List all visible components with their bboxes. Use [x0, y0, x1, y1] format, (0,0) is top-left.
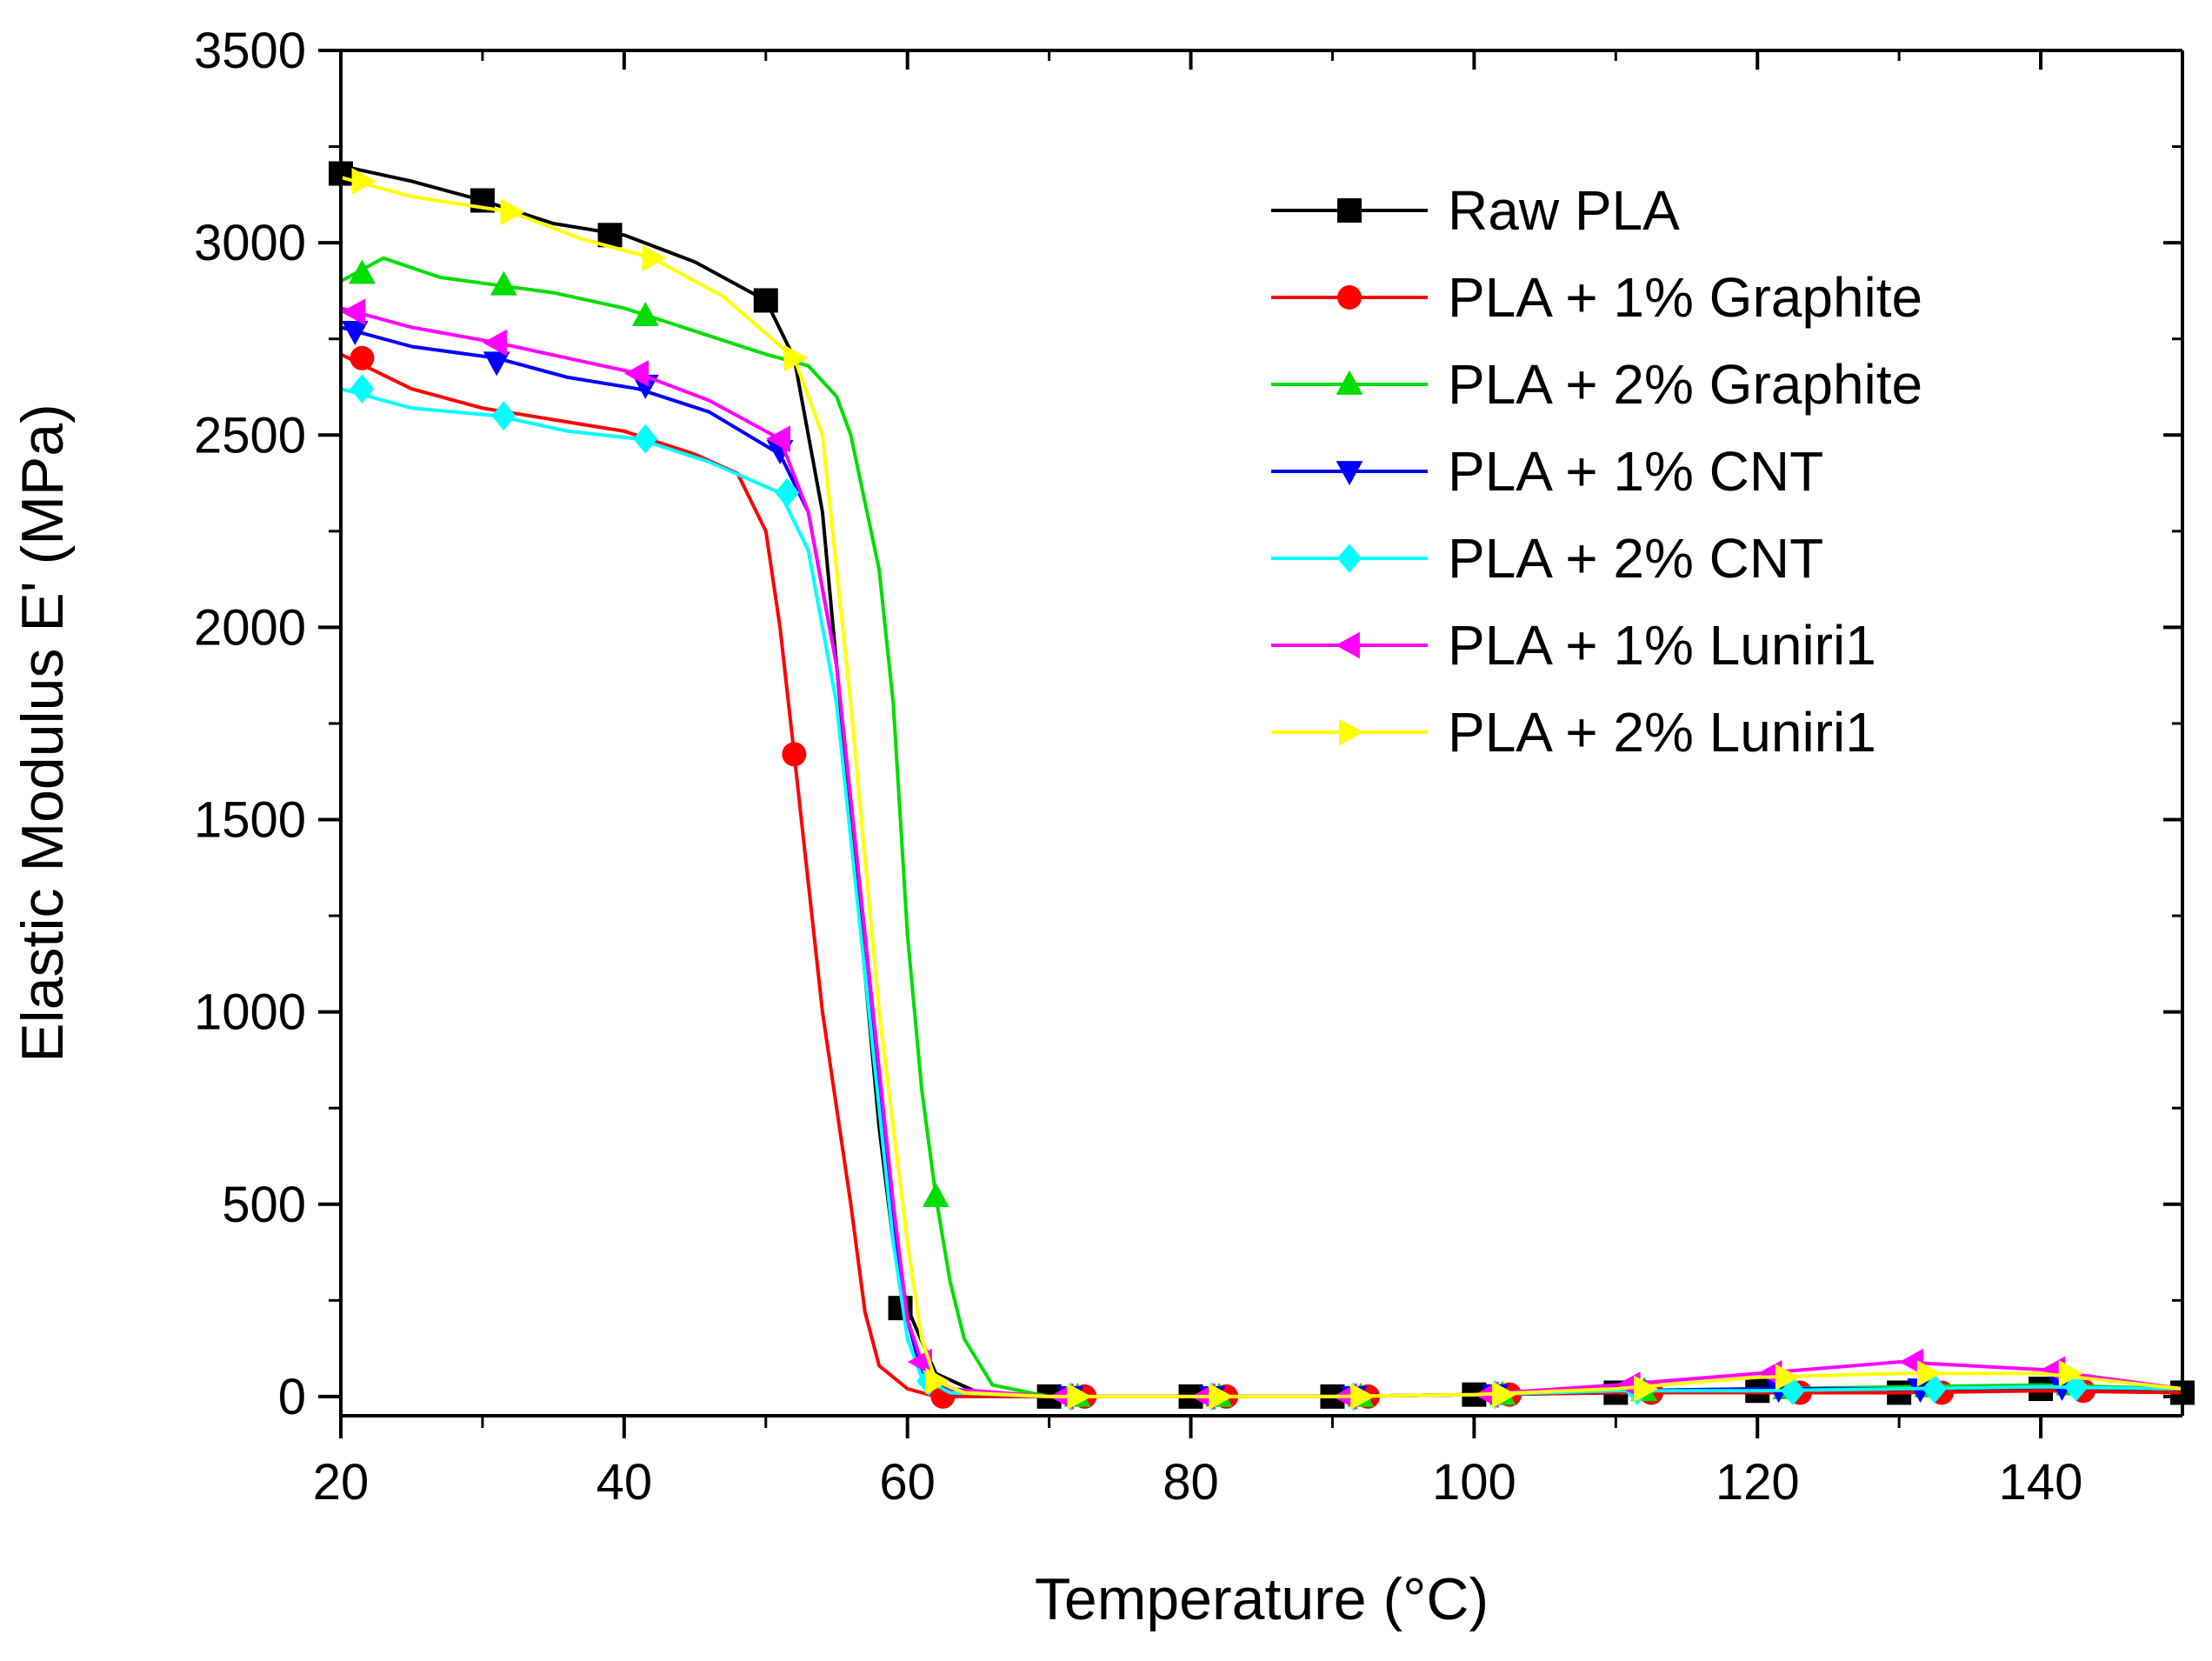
series-line-5: [340, 306, 2183, 1398]
data-point-3-1: [483, 351, 510, 377]
x-tick-label: 100: [1432, 1454, 1516, 1511]
series-layer: [329, 161, 2195, 1411]
data-point-6-8: [1492, 1381, 1517, 1409]
data-point-4-10: [1780, 1376, 1805, 1406]
legend-label: PLA + 2% Luniri1: [1448, 701, 1876, 764]
data-point-6-1: [500, 198, 525, 226]
legend-marker: [1337, 198, 1362, 223]
y-axis-title: Elastic Modulus E' (MPa): [10, 404, 76, 1062]
x-tick-label: 40: [596, 1454, 653, 1511]
legend-entry-6: PLA + 2% Luniri1: [1271, 701, 1876, 764]
data-point-2-3: [922, 1182, 949, 1207]
data-point-1-1: [782, 742, 807, 767]
x-axis-title: Temperature (°C): [1035, 1566, 1489, 1632]
data-point-6-10: [1775, 1364, 1800, 1391]
legend-label: Raw PLA: [1448, 179, 1680, 242]
legend-entry-1: PLA + 1% Graphite: [1271, 266, 1922, 329]
y-tick-label: 1500: [194, 792, 306, 849]
data-point-6-4: [925, 1367, 950, 1395]
x-tick-label: 20: [313, 1454, 370, 1511]
data-point-0-3: [753, 288, 778, 313]
data-point-0-12: [2029, 1377, 2054, 1402]
y-tick-label: 0: [278, 1369, 306, 1425]
legend-entry-5: PLA + 1% Luniri1: [1271, 614, 1876, 677]
y-tick-label: 500: [222, 1177, 306, 1233]
legend-label: PLA + 2% Graphite: [1448, 353, 1922, 416]
data-point-5-2: [624, 360, 650, 387]
y-tick-label: 2500: [194, 407, 306, 464]
legend-marker: [1337, 285, 1362, 310]
data-point-3-0: [341, 320, 369, 345]
data-point-2-1: [490, 270, 517, 296]
y-tick-label: 3000: [194, 215, 306, 271]
legend-marker: [1335, 631, 1360, 659]
data-point-6-9: [1633, 1375, 1658, 1403]
data-point-5-0: [341, 298, 366, 326]
series-line-6: [340, 175, 2183, 1398]
x-tick-label: 140: [1999, 1454, 2083, 1511]
data-point-4-1: [491, 401, 516, 430]
data-point-6-5: [1067, 1383, 1092, 1411]
data-point-6-0: [351, 167, 376, 195]
legend-marker: [1337, 544, 1362, 573]
legend-marker: [1336, 370, 1363, 395]
series-line-4: [340, 387, 2183, 1398]
data-point-4-0: [350, 374, 375, 404]
x-tick-label: 60: [879, 1454, 936, 1511]
legend: Raw PLA PLA + 1% Graphite PLA + 2% Graphit…: [1271, 179, 1922, 764]
data-point-6-3: [783, 344, 809, 372]
legend-marker: [1336, 461, 1363, 486]
data-point-2-0: [349, 259, 376, 284]
legend-label: PLA + 2% CNT: [1448, 527, 1823, 590]
legend-entry-4: PLA + 2% CNT: [1271, 527, 1823, 590]
data-point-4-2: [633, 424, 658, 454]
data-point-1-0: [350, 345, 375, 370]
data-point-6-7: [1350, 1383, 1376, 1411]
x-tick-label: 120: [1716, 1454, 1800, 1511]
series-line-1: [340, 352, 2183, 1398]
data-point-6-12: [2058, 1359, 2083, 1387]
axes-layer: 20 40 60 80 100 120 140 0 500 1000 1500 2000 2500 300…: [194, 23, 2184, 1511]
data-point-4-11: [1922, 1374, 1947, 1404]
series-6: [340, 167, 2183, 1411]
legend-label: PLA + 1% Graphite: [1448, 266, 1922, 329]
data-point-4-3: [775, 477, 800, 508]
legend-entry-2: PLA + 2% Graphite: [1271, 353, 1922, 416]
legend-entry-3: PLA + 1% CNT: [1271, 440, 1823, 503]
data-point-2-2: [631, 302, 659, 327]
y-tick-label: 2000: [194, 599, 306, 656]
data-point-5-3: [765, 425, 790, 453]
y-tick-label: 3500: [194, 23, 306, 79]
data-point-6-2: [642, 244, 667, 272]
legend-label: PLA + 1% Luniri1: [1448, 614, 1876, 677]
data-point-6-6: [1209, 1383, 1234, 1411]
x-tick-label: 80: [1163, 1454, 1219, 1511]
y-tick-label: 1000: [194, 984, 306, 1041]
data-point-6-11: [1916, 1359, 1942, 1387]
legend-label: PLA + 1% CNT: [1448, 440, 1823, 503]
legend-marker: [1339, 718, 1364, 746]
data-point-5-1: [483, 329, 508, 357]
legend-entry-0: Raw PLA: [1271, 179, 1680, 242]
